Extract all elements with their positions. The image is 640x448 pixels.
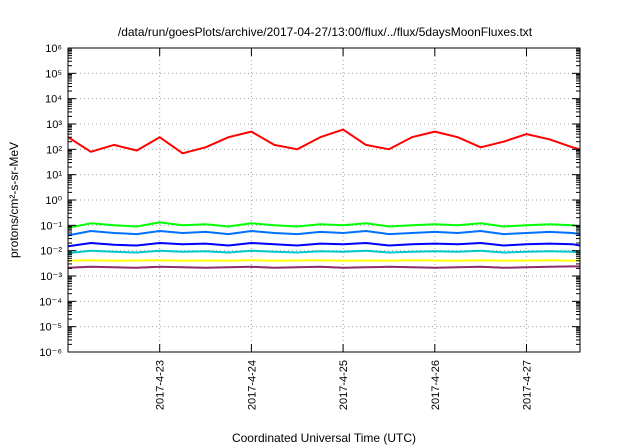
y-tick-label: 10⁻⁴ <box>39 296 62 308</box>
series-line-4 <box>67 242 581 248</box>
x-axis-label: Coordinated Universal Time (UTC) <box>232 431 416 445</box>
y-tick-label: 10³ <box>46 119 62 131</box>
y-tick-labels: 10⁻⁶ 10⁻⁵ 10⁻⁴ 10⁻³ 10⁻² 10⁻¹ 10⁰ 10¹ 10² 10³ 10⁴ 1… <box>39 43 62 359</box>
y-tick-label: 10⁻⁵ <box>39 322 62 334</box>
tick-marks <box>68 47 580 353</box>
y-tick-label: 10⁻¹ <box>40 220 62 232</box>
y-tick-label: 10² <box>46 144 62 156</box>
y-tick-label: 10⁻² <box>40 246 62 258</box>
series-line-6 <box>67 259 581 262</box>
y-axis-label: protons/cm²-s-sr-MeV <box>7 142 21 258</box>
x-tick-label: 2017-4-23 <box>155 360 167 410</box>
chart-title: /data/run/goesPlots/archive/2017-04-27/1… <box>118 25 533 39</box>
y-tick-label: 10⁵ <box>45 68 62 80</box>
series-line-7 <box>67 265 580 269</box>
x-tick-label: 2017-4-26 <box>430 360 442 410</box>
y-tick-label: 10⁶ <box>45 43 62 55</box>
x-tick-label: 2017-4-27 <box>522 360 534 410</box>
y-tick-label: 10⁰ <box>45 195 62 207</box>
series-lines <box>67 128 581 269</box>
y-tick-label: 10⁻³ <box>40 271 62 283</box>
x-tick-label: 2017-4-25 <box>338 360 350 410</box>
series-line-5 <box>67 249 581 255</box>
x-tick-label: 2017-4-24 <box>246 360 258 410</box>
y-tick-label: 10⁻⁶ <box>39 347 62 359</box>
y-tick-label: 10⁴ <box>45 94 62 106</box>
series-line-3 <box>67 230 581 237</box>
x-tick-labels: 2017-4-23 2017-4-24 2017-4-25 2017-4-26 2017… <box>155 360 534 410</box>
grid-lines <box>68 48 580 352</box>
series-line-1 <box>67 128 581 155</box>
series-line-2 <box>67 221 581 229</box>
y-tick-label: 10¹ <box>46 170 62 182</box>
